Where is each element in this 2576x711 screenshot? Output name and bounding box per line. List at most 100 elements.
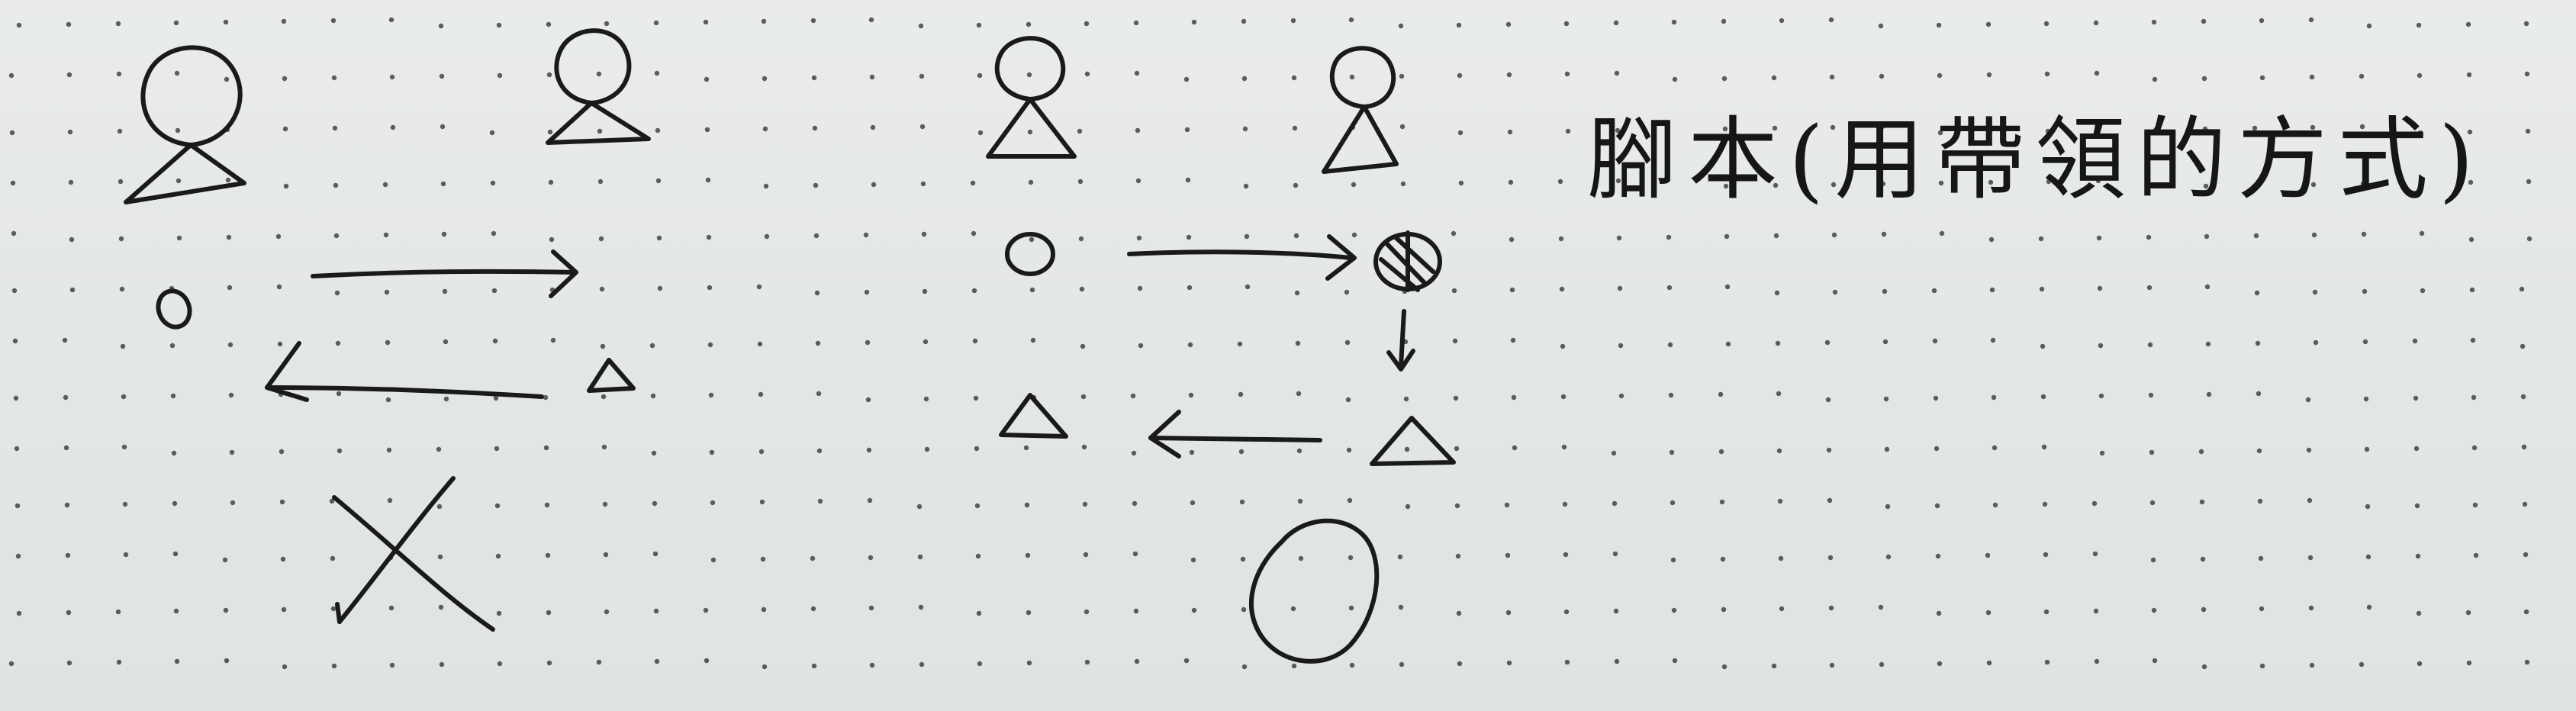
grid-dot <box>1027 129 1033 135</box>
grid-dot <box>1399 124 1406 130</box>
grid-dot <box>2201 76 2207 82</box>
grid-dot <box>1667 342 1673 348</box>
grid-dot <box>2362 288 2368 294</box>
grid-dot <box>1934 446 1940 452</box>
grid-dot <box>173 20 179 26</box>
grid-dot <box>1511 394 1517 401</box>
grid-dot <box>2252 125 2258 131</box>
grid-dot <box>546 72 552 78</box>
grid-dot <box>2471 445 2478 451</box>
grid-dot <box>1506 72 1512 78</box>
grid-dot <box>1827 555 1834 561</box>
grid-dot <box>1509 287 1515 293</box>
grid-dot <box>1349 74 1355 80</box>
left-cross-mark-icon <box>332 476 495 632</box>
grid-dot <box>974 446 980 452</box>
grid-dot <box>441 231 447 237</box>
right-triangle-mark-near <box>1370 416 1456 466</box>
grid-dot <box>1829 74 1835 80</box>
grid-dot <box>1296 448 1302 454</box>
grid-dot <box>2098 393 2104 399</box>
grid-dot <box>1771 663 1777 669</box>
grid-dot <box>335 340 341 346</box>
grid-dot <box>550 337 556 343</box>
grid-dot <box>868 17 874 23</box>
grid-dot <box>2309 662 2315 668</box>
grid-dot <box>1563 21 1570 27</box>
grid-dot <box>2466 660 2472 666</box>
grid-dot <box>922 288 928 294</box>
grid-dot <box>811 663 817 669</box>
grid-dot <box>812 125 818 131</box>
grid-dot <box>169 343 175 349</box>
grid-dot <box>2415 553 2421 559</box>
grid-dot <box>331 75 337 81</box>
grid-dot <box>600 343 606 349</box>
grid-dot <box>2259 606 2265 612</box>
grid-dot <box>548 179 554 185</box>
grid-dot <box>1776 448 1782 454</box>
grid-dot <box>2416 610 2422 616</box>
grid-dot <box>1137 285 1143 291</box>
grid-dot <box>2364 446 2370 452</box>
grid-dot <box>1245 284 1251 290</box>
grid-dot <box>1824 339 1831 346</box>
grid-dot <box>121 444 127 450</box>
grid-dot <box>654 70 660 76</box>
grid-dot <box>916 503 923 510</box>
grid-dot <box>1882 339 1889 345</box>
grid-dot <box>1613 20 1619 26</box>
left-diagram <box>124 28 651 632</box>
grid-dot <box>2200 556 2206 562</box>
grid-dot <box>1290 18 1296 24</box>
grid-dot <box>12 338 18 344</box>
grid-dot <box>2093 608 2099 614</box>
grid-dot <box>2205 341 2211 347</box>
right-person-a-icon <box>986 36 1077 159</box>
grid-dot <box>1827 497 1833 503</box>
grid-dot <box>226 234 232 240</box>
grid-dot <box>171 450 177 456</box>
grid-dot <box>2098 343 2104 349</box>
grid-dot <box>329 498 335 504</box>
grid-dot <box>1991 394 1997 401</box>
grid-dot <box>923 396 929 402</box>
grid-dot <box>2416 22 2422 28</box>
grid-dot <box>1560 394 1567 400</box>
grid-dot <box>763 183 769 189</box>
grid-dot <box>2307 497 2313 503</box>
grid-dot <box>655 127 661 134</box>
grid-dot <box>1238 449 1245 455</box>
grid-dot <box>1403 396 1409 402</box>
grid-dot <box>971 288 977 294</box>
grid-dot <box>2150 557 2156 563</box>
grid-dot <box>2149 449 2155 455</box>
grid-dot <box>1130 393 1136 399</box>
grid-dot <box>656 235 662 241</box>
grid-dot <box>2307 555 2314 561</box>
grid-dot <box>1724 284 1731 290</box>
grid-dot <box>1186 234 1192 240</box>
grid-dot <box>546 660 552 666</box>
grid-dot <box>443 339 449 345</box>
grid-dot <box>1183 658 1190 664</box>
grid-dot <box>1563 609 1570 615</box>
grid-dot <box>170 393 176 399</box>
grid-dot <box>2469 287 2475 293</box>
grid-dot <box>2311 232 2317 238</box>
grid-dot <box>1564 659 1570 665</box>
grid-dot <box>1084 71 1090 77</box>
grid-dot <box>1132 551 1138 557</box>
handwritten-caption: 腳本(用帶領的方式) <box>1587 107 2485 212</box>
grid-dot <box>1241 18 1247 24</box>
grid-dot <box>440 181 446 187</box>
grid-dot <box>1398 604 1404 610</box>
grid-dot <box>2310 182 2317 188</box>
grid-dot <box>1508 179 1514 185</box>
grid-dot <box>495 553 501 559</box>
grid-dot <box>2045 128 2051 134</box>
grid-dot <box>2366 23 2372 29</box>
grid-dot <box>69 236 75 243</box>
grid-dot <box>1131 450 1137 456</box>
grid-dot <box>1725 341 1731 347</box>
